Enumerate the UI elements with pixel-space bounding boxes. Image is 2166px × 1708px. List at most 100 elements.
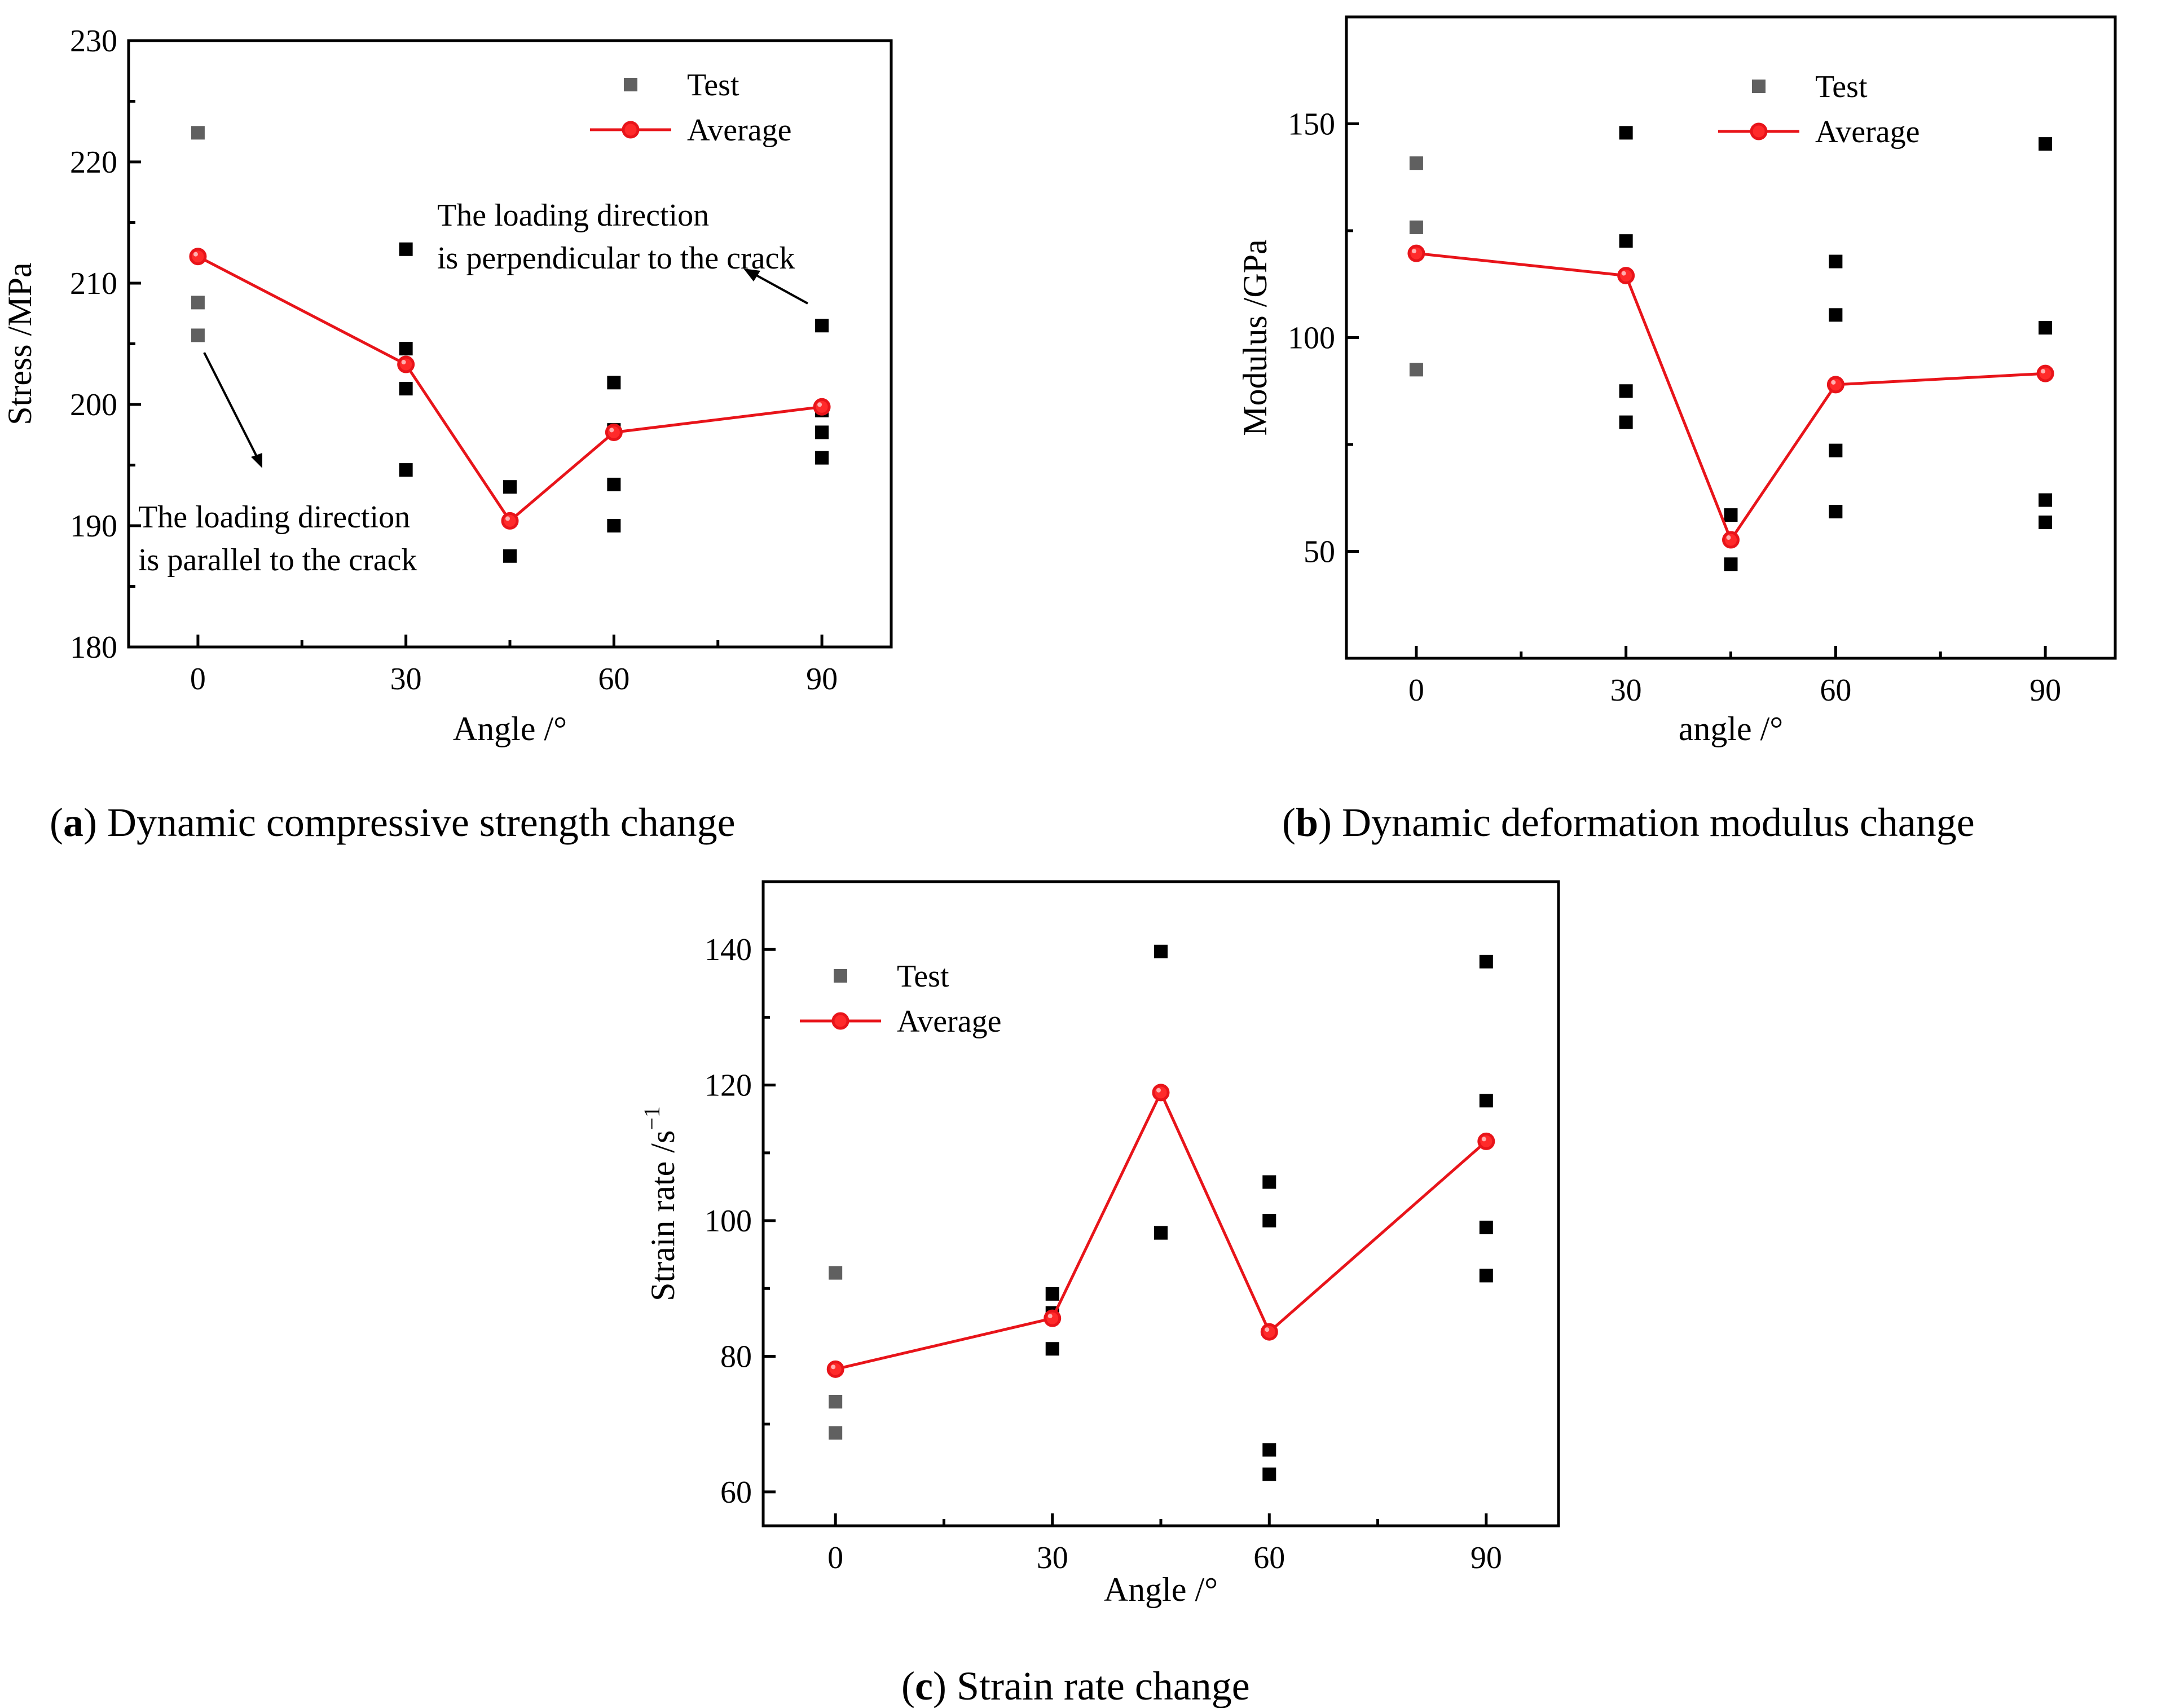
test-point xyxy=(1409,363,1423,377)
test-point xyxy=(1045,1287,1059,1301)
legend-average-label: Average xyxy=(1815,115,1920,149)
plot-frame xyxy=(761,880,1560,1527)
legend-average-marker xyxy=(1750,122,1768,140)
y-tick-label: 150 xyxy=(1288,107,1335,142)
test-point xyxy=(1154,944,1168,958)
average-point xyxy=(501,512,519,530)
average-point-highlight xyxy=(505,516,510,521)
test-point xyxy=(1829,254,1843,268)
y-tick-label: 140 xyxy=(705,932,752,967)
average-point xyxy=(826,1360,844,1378)
y-tick-label: 220 xyxy=(70,145,117,180)
average-point xyxy=(397,355,415,373)
legend-test-label: Test xyxy=(897,959,949,994)
test-point xyxy=(607,477,621,491)
test-point xyxy=(815,451,829,465)
test-point xyxy=(503,480,517,494)
average-point-highlight xyxy=(1156,1088,1161,1093)
test-point xyxy=(1479,1094,1493,1108)
test-point xyxy=(815,319,829,333)
y-tick-label: 190 xyxy=(70,509,117,544)
x-tick-label: 60 xyxy=(1820,673,1851,708)
annotation-line: The loading direction xyxy=(138,500,410,535)
test-point xyxy=(1619,234,1633,248)
x-tick-label: 90 xyxy=(806,662,838,697)
test-point xyxy=(1262,1214,1276,1228)
test-point xyxy=(399,242,413,256)
caption-paren: ( xyxy=(901,1663,915,1708)
caption-text: Dynamic compressive strength change xyxy=(97,800,736,845)
arrowhead-perpendicular xyxy=(743,268,760,281)
caption-a: (a) Dynamic compressive strength change xyxy=(50,800,736,845)
x-tick-label: 30 xyxy=(1610,673,1642,708)
average-point-highlight xyxy=(1726,535,1731,540)
caption-text: Strain rate change xyxy=(946,1663,1250,1708)
test-point xyxy=(1479,954,1493,969)
legend-test-label: Test xyxy=(1815,69,1868,104)
test-point xyxy=(1619,415,1633,429)
caption-paren: ) xyxy=(1318,800,1332,845)
test-point xyxy=(1154,1226,1168,1240)
x-tick-label: 60 xyxy=(1253,1540,1285,1575)
test-point xyxy=(191,126,205,140)
legend: Test Average xyxy=(590,68,792,148)
test-point xyxy=(1262,1467,1276,1481)
average-point-highlight xyxy=(1411,249,1416,254)
test-point xyxy=(607,519,621,532)
y-axis-label: Stress /MPa xyxy=(1,262,38,425)
test-point xyxy=(503,549,517,563)
y-axis-label-superscript: −1 xyxy=(639,1106,664,1130)
average-point xyxy=(1826,376,1844,394)
y-tick-label: 60 xyxy=(720,1475,752,1510)
caption-letter: b xyxy=(1296,800,1318,845)
x-tick-label: 60 xyxy=(598,662,629,697)
y-tick-label: 210 xyxy=(70,266,117,301)
average-point xyxy=(1722,531,1740,549)
caption-text: Dynamic deformation modulus change xyxy=(1332,800,1975,845)
caption-paren: ) xyxy=(83,800,97,845)
test-point xyxy=(829,1266,843,1280)
arrow-parallel xyxy=(203,352,259,460)
y-tick-label: 100 xyxy=(705,1204,752,1239)
test-point xyxy=(1409,156,1423,170)
test-point xyxy=(829,1426,843,1440)
caption-letter: a xyxy=(63,800,83,845)
test-point xyxy=(1724,557,1738,571)
arrow-perpendicular xyxy=(750,271,808,305)
average-point-highlight xyxy=(1481,1137,1486,1142)
average-point-highlight xyxy=(1621,271,1626,276)
average-point-highlight xyxy=(2041,369,2046,374)
x-axis-label: angle /° xyxy=(1679,710,1784,747)
legend: Test Average xyxy=(800,959,1002,1039)
legend-average-marker xyxy=(622,121,640,139)
average-point-highlight xyxy=(1831,380,1836,385)
test-point xyxy=(399,342,413,356)
average-point xyxy=(1477,1132,1495,1150)
test-point xyxy=(1829,308,1843,322)
chart-c: 0 30 60 90 60 80 100 120 140 Angle /° Strain rate … xyxy=(639,880,1560,1708)
average-point xyxy=(2036,364,2054,382)
x-tick-label: 0 xyxy=(190,662,206,697)
test-point xyxy=(815,425,829,439)
chart-a: 0 30 60 90 180 190 200 210 220 230 Angle /° Stress … xyxy=(1,24,893,845)
average-point xyxy=(1617,267,1635,285)
x-tick-label: 0 xyxy=(1408,673,1424,708)
y-tick-label: 80 xyxy=(720,1339,752,1374)
caption-c: (c) Strain rate change xyxy=(901,1663,1250,1708)
legend-test-label: Test xyxy=(687,68,739,103)
test-point xyxy=(1262,1443,1276,1457)
average-line xyxy=(1416,252,2046,543)
x-tick-label: 30 xyxy=(390,662,422,697)
average-point-highlight xyxy=(831,1364,836,1370)
y-tick-label: 230 xyxy=(70,24,117,59)
annotation-line: The loading direction xyxy=(437,198,709,233)
test-point xyxy=(1262,1175,1276,1189)
test-point xyxy=(1829,505,1843,519)
average-point-highlight xyxy=(401,360,406,365)
caption-paren: ( xyxy=(50,800,63,845)
x-tick-label: 0 xyxy=(827,1540,843,1575)
test-point xyxy=(2039,137,2053,151)
test-point xyxy=(1619,384,1633,398)
caption-b: (b) Dynamic deformation modulus change xyxy=(1282,800,1975,845)
legend-test-marker xyxy=(624,78,637,91)
